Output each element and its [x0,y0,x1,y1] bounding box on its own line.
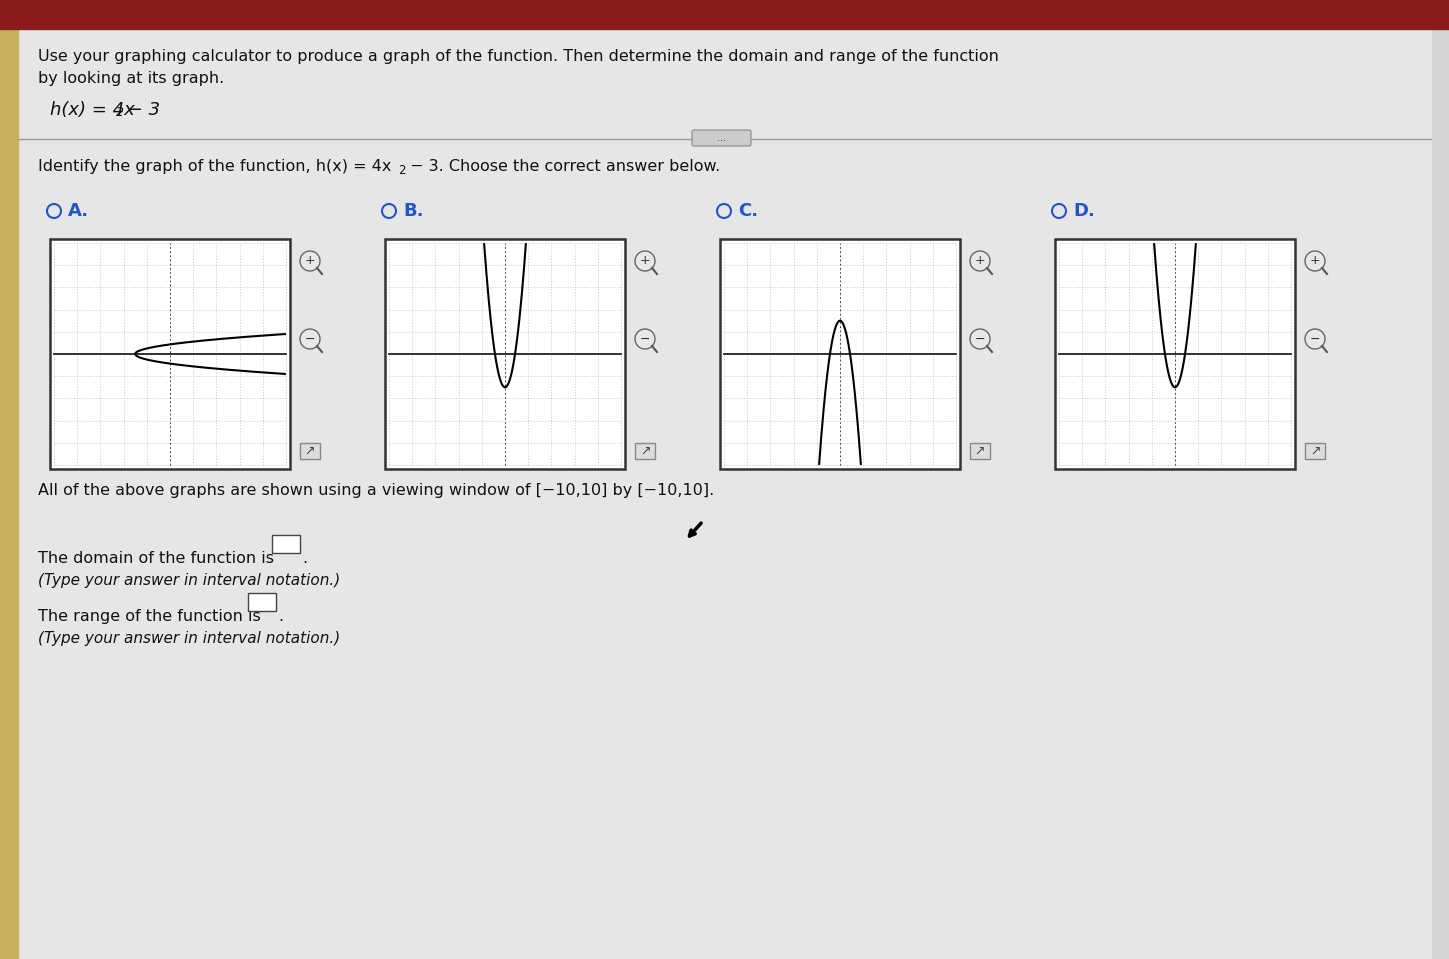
Circle shape [969,251,990,271]
Text: The range of the function is: The range of the function is [38,609,261,624]
Bar [51,239,290,469]
Text: h(x) = 4x: h(x) = 4x [51,101,135,119]
Text: ↗: ↗ [975,445,985,457]
Text: −: − [640,333,651,345]
Text: B.: B. [403,202,423,220]
Bar [248,593,275,611]
Text: − 3. Choose the correct answer below.: − 3. Choose the correct answer below. [406,159,720,174]
Text: A.: A. [68,202,90,220]
Text: C.: C. [738,202,758,220]
Text: −: − [1310,333,1320,345]
Circle shape [1306,329,1324,349]
Bar [272,535,300,553]
Text: (Type your answer in interval notation.): (Type your answer in interval notation.) [38,573,341,588]
Bar [635,443,655,459]
Bar [720,239,961,469]
Text: ↗: ↗ [1310,445,1320,457]
Text: The domain of the function is: The domain of the function is [38,551,274,566]
Text: (Type your answer in interval notation.): (Type your answer in interval notation.) [38,631,341,646]
Text: Use your graphing calculator to produce a graph of the function. Then determine : Use your graphing calculator to produce … [38,49,998,64]
Text: 2: 2 [398,164,406,177]
Bar [969,443,990,459]
Text: D.: D. [1074,202,1095,220]
Bar [0,0,1449,29]
Text: −: − [304,333,316,345]
Text: +: + [975,254,985,268]
Text: +: + [304,254,316,268]
Circle shape [969,329,990,349]
Text: − 3: − 3 [122,101,161,119]
Bar [1055,239,1295,469]
Circle shape [300,251,320,271]
Text: 2: 2 [116,106,125,119]
Bar [385,239,625,469]
Bar [300,443,320,459]
Text: ↗: ↗ [304,445,316,457]
Circle shape [300,329,320,349]
Text: by looking at its graph.: by looking at its graph. [38,71,225,86]
Text: +: + [639,254,651,268]
Circle shape [1306,251,1324,271]
Text: ...: ... [716,133,726,143]
Bar [1306,443,1324,459]
Circle shape [635,251,655,271]
Circle shape [635,329,655,349]
Text: ↗: ↗ [640,445,651,457]
Text: .: . [301,551,307,566]
Text: Identify the graph of the function, h(x) = 4x: Identify the graph of the function, h(x)… [38,159,391,174]
Text: +: + [1310,254,1320,268]
Bar [0,29,17,959]
FancyBboxPatch shape [693,130,751,146]
Text: .: . [278,609,283,624]
Text: All of the above graphs are shown using a viewing window of [−10,10] by [−10,10]: All of the above graphs are shown using … [38,483,714,498]
Text: −: − [975,333,985,345]
